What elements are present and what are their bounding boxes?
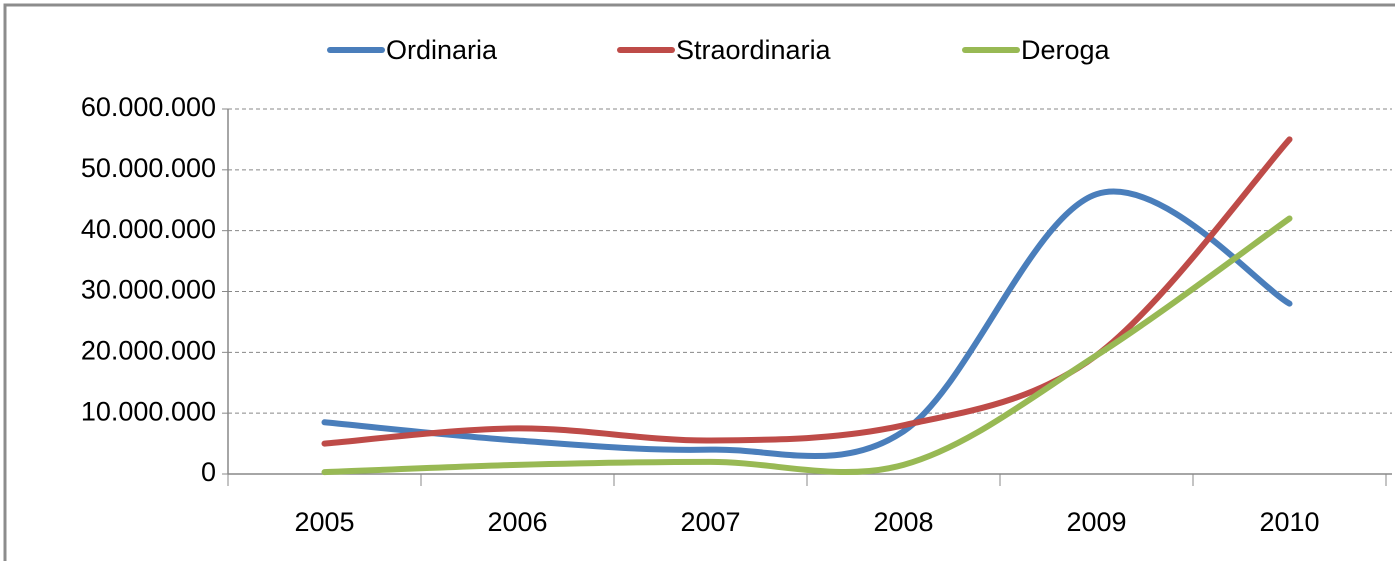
y-tick-label: 0: [201, 457, 216, 487]
series-line: [321, 215, 1293, 476]
x-tick-label: 2005: [294, 507, 354, 537]
y-tick-label: 60.000.000: [81, 92, 216, 122]
x-tick-label: 2009: [1066, 507, 1126, 537]
series-line: [321, 188, 1293, 460]
chart-frame: [3, 3, 1395, 561]
x-tick-label: 2008: [873, 507, 933, 537]
y-tick-label: 30.000.000: [81, 275, 216, 305]
x-tick-label: 2010: [1259, 507, 1319, 537]
legend-label: Straordinaria: [676, 35, 832, 65]
x-tick-label: 2006: [487, 507, 547, 537]
y-tick-label: 20.000.000: [81, 335, 216, 365]
y-tick-label: 10.000.000: [81, 396, 216, 426]
y-tick-label: 50.000.000: [81, 153, 216, 183]
y-tick-label: 40.000.000: [81, 214, 216, 244]
legend-label: Deroga: [1021, 35, 1111, 65]
series-line: [321, 136, 1293, 447]
legend-label: Ordinaria: [386, 35, 498, 65]
x-tick-label: 2007: [680, 507, 740, 537]
